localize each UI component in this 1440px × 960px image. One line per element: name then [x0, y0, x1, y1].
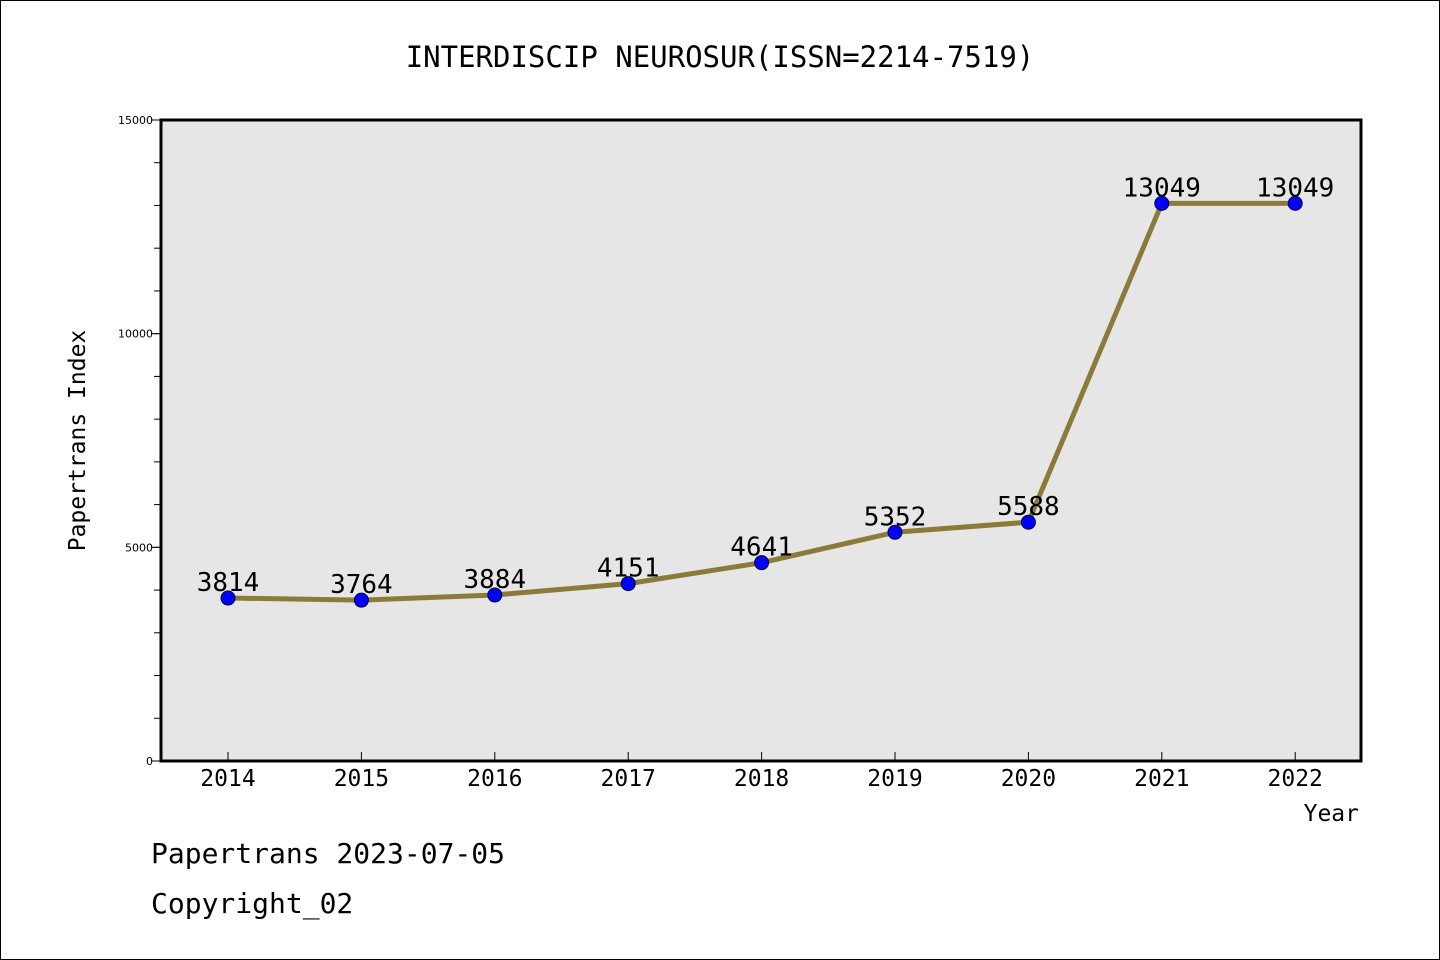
data-label: 13049 [1256, 173, 1334, 203]
data-point-marker [487, 587, 503, 603]
x-tick-label: 2022 [1268, 766, 1323, 792]
x-tick-label: 2015 [334, 766, 389, 792]
data-point-marker [887, 524, 903, 540]
x-tick-label: 2016 [467, 766, 522, 792]
y-tick-label: 0 [146, 755, 153, 768]
data-label: 5588 [997, 492, 1060, 522]
chart-title: INTERDISCIP NEUROSUR(ISSN=2214-7519) [406, 40, 1035, 74]
data-label: 4641 [730, 533, 793, 563]
data-label: 5352 [864, 502, 927, 532]
x-tick-label: 2021 [1134, 766, 1189, 792]
footer-date: Papertrans 2023-07-05 [151, 837, 506, 870]
x-tick-label: 2014 [200, 766, 255, 792]
data-label: 3764 [330, 570, 393, 600]
plot-background [159, 118, 1363, 763]
data-point-marker [353, 592, 369, 608]
x-tick-label: 2019 [867, 766, 922, 792]
footer-copyright: Copyright_02 [151, 887, 354, 920]
data-label: 3814 [197, 568, 260, 598]
data-point-marker [1154, 195, 1170, 211]
y-axis-label: Papertrans Index [65, 330, 91, 552]
x-axis-label: Year [1304, 801, 1359, 827]
data-label: 4151 [597, 554, 660, 584]
data-label: 3884 [463, 565, 526, 595]
x-tick-label: 2017 [601, 766, 656, 792]
y-tick-label: 5000 [125, 541, 153, 554]
data-label: 13049 [1123, 173, 1201, 203]
data-point-marker [1287, 195, 1303, 211]
plot-area: 0 5000 10000 15000 2014 2015 2016 2017 2018 2019 2… [118, 114, 1363, 792]
data-point-marker [754, 555, 770, 571]
y-tick-label: 15000 [118, 114, 153, 127]
x-tick-label: 2018 [734, 766, 789, 792]
data-point-marker [620, 576, 636, 592]
data-point-marker [220, 590, 236, 606]
x-tick-label: 2020 [1001, 766, 1056, 792]
y-tick-label: 10000 [118, 328, 153, 341]
data-point-marker [1020, 514, 1036, 530]
